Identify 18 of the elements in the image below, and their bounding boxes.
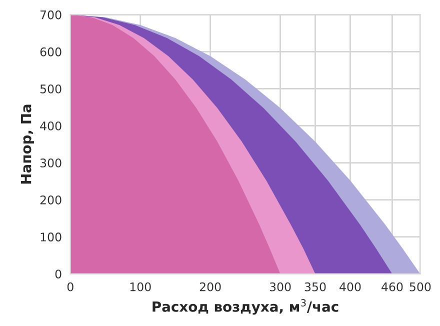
y-axis-title: Напор, Па — [20, 104, 34, 184]
y-tick-label: 300 — [40, 158, 62, 168]
y-tick-label: 700 — [40, 10, 62, 20]
y-tick-label: 200 — [40, 196, 62, 204]
y-tick-label: 100 — [40, 232, 62, 242]
x-tick-label: 500 — [410, 282, 431, 292]
x-tick-label: 350 — [304, 282, 326, 292]
y-tick-label: 500 — [40, 84, 62, 94]
x-tick-label: 460 — [382, 282, 403, 292]
x-tick-label: 300 — [270, 282, 291, 292]
y-tick-label: 400 — [40, 121, 62, 130]
x-tick-label: 400 — [340, 282, 361, 292]
y-tick-label: 0 — [55, 270, 62, 278]
x-tick-label: 100 — [130, 282, 151, 292]
x-axis-title: Расход воздуха, м$^{3}$/час — [152, 299, 338, 315]
x-tick-label: 200 — [200, 282, 221, 292]
x-tick-label: 0 — [67, 282, 74, 292]
y-tick-label: 600 — [40, 47, 62, 56]
